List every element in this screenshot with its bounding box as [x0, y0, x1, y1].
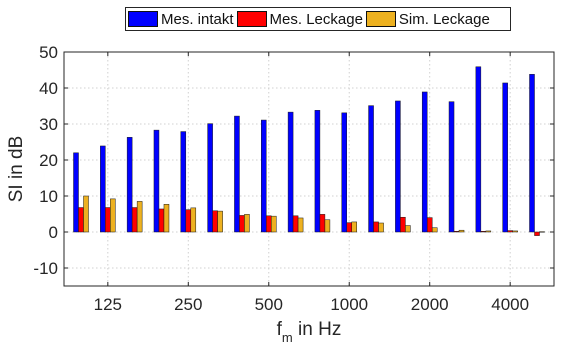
legend: Mes. intakt Mes. Leckage Sim. Leckage [125, 7, 511, 31]
bar [351, 221, 357, 233]
legend-item-mes-leckage: Mes. Leckage [236, 10, 363, 28]
x-tick-label: 500 [255, 295, 283, 314]
bar [378, 222, 384, 233]
bar [292, 215, 299, 233]
bar [163, 204, 170, 233]
x-tick-label: 2000 [411, 295, 449, 314]
bar [534, 231, 540, 236]
bar [395, 100, 401, 233]
bar [73, 152, 79, 233]
bar [485, 230, 492, 233]
bar [131, 207, 138, 233]
bar [529, 74, 535, 233]
bar [110, 198, 116, 233]
bar [266, 215, 272, 233]
bar [480, 231, 487, 233]
bar [502, 82, 508, 233]
bar [239, 215, 245, 233]
bar [475, 66, 482, 233]
x-axis-label-suffix: in Hz [293, 319, 342, 340]
bar [507, 230, 513, 233]
bar [314, 110, 321, 233]
bar [261, 119, 267, 233]
bar [324, 219, 331, 233]
legend-item-sim-leckage: Sim. Leckage [365, 10, 490, 28]
bar [180, 131, 187, 233]
bar [136, 201, 143, 233]
bar [153, 129, 160, 233]
bar [78, 207, 84, 233]
bar [234, 115, 240, 233]
bar [212, 210, 218, 233]
x-axis-label-main: f [277, 319, 283, 340]
plot-frame [63, 51, 555, 287]
bar [373, 221, 379, 233]
bar [244, 214, 250, 233]
bar [158, 208, 165, 233]
bar [100, 145, 106, 233]
bar [185, 209, 192, 233]
bar [346, 222, 352, 233]
legend-swatch-sim-leckage [365, 11, 396, 27]
axis-ticks: -10 0 10 20 30 40 50 125 250 500 1000 2000 4000 [33, 43, 554, 314]
legend-swatch-mes-intakt [128, 11, 158, 27]
y-tick-label: -10 [33, 259, 58, 278]
bar [368, 105, 374, 233]
bar [421, 91, 428, 233]
bar [217, 210, 223, 233]
bar [297, 217, 304, 233]
bar [271, 215, 277, 233]
y-axis-label: SI in dB [6, 136, 27, 203]
bar [453, 231, 460, 233]
bar [190, 207, 197, 233]
x-tick-label: 250 [174, 295, 202, 314]
plot-background [64, 52, 554, 286]
bar [448, 101, 455, 233]
legend-swatch-mes-leckage [236, 11, 267, 27]
bar [287, 111, 294, 233]
bar [207, 123, 213, 233]
bar [126, 137, 133, 233]
bar [426, 217, 433, 233]
x-axis-label: fm in Hz [277, 319, 342, 345]
bar [400, 216, 406, 233]
bar [405, 225, 411, 233]
y-tick-label: 30 [39, 115, 58, 134]
bar [431, 227, 438, 233]
bar [341, 112, 347, 233]
grid-lines [64, 51, 554, 286]
x-tick-label: 125 [94, 295, 122, 314]
bar [83, 195, 89, 233]
bars [73, 66, 545, 236]
bar [539, 231, 545, 233]
legend-label-mes-leckage: Mes. Leckage [269, 10, 363, 28]
y-tick-label: 0 [49, 223, 58, 242]
x-tick-label: 4000 [491, 295, 529, 314]
bar [512, 230, 518, 233]
bar [319, 214, 326, 233]
y-tick-label: 50 [39, 43, 58, 62]
legend-label-sim-leckage: Sim. Leckage [398, 10, 490, 28]
y-tick-label: 40 [39, 79, 58, 98]
legend-label-mes-intakt: Mes. intakt [161, 10, 234, 28]
bar [458, 229, 465, 233]
x-tick-label: 1000 [330, 295, 368, 314]
legend-item-mes-intakt: Mes. intakt [128, 11, 234, 28]
y-tick-label: 10 [39, 187, 58, 206]
y-tick-label: 20 [39, 151, 58, 170]
bar [105, 207, 111, 233]
x-axis-label-subscript: m [282, 330, 293, 345]
